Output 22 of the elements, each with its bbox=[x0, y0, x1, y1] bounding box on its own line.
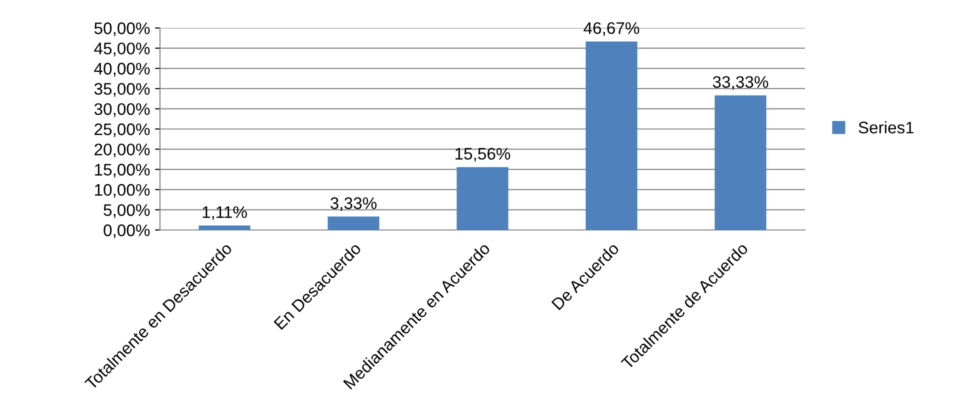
data-label: 1,11% bbox=[202, 206, 247, 220]
data-label: 33,33% bbox=[712, 76, 768, 90]
bar bbox=[714, 95, 766, 230]
y-tick-label: 5,00% bbox=[104, 204, 150, 218]
data-label: 15,56% bbox=[456, 148, 510, 162]
y-tick-label: 40,00% bbox=[94, 62, 150, 77]
bar bbox=[586, 41, 638, 230]
y-tick-label: 15,00% bbox=[95, 164, 150, 178]
y-tick-label: 35,00% bbox=[94, 83, 150, 97]
y-tick-label: 10,00% bbox=[95, 184, 150, 198]
bar bbox=[328, 216, 380, 230]
y-tick-label: 50,00% bbox=[94, 22, 150, 36]
y-tick-label: 45,00% bbox=[94, 42, 150, 56]
data-label: 3,33% bbox=[330, 197, 377, 212]
y-tick-label: 20,00% bbox=[94, 144, 150, 158]
legend-label: Series1 bbox=[858, 121, 914, 134]
y-tick-label: 0,00% bbox=[104, 224, 150, 238]
y-tick-label: 30,00% bbox=[94, 103, 150, 117]
bar bbox=[198, 226, 250, 230]
y-tick-label: 25,00% bbox=[94, 123, 150, 138]
data-label: 46,67% bbox=[584, 22, 640, 36]
bar bbox=[456, 167, 508, 230]
